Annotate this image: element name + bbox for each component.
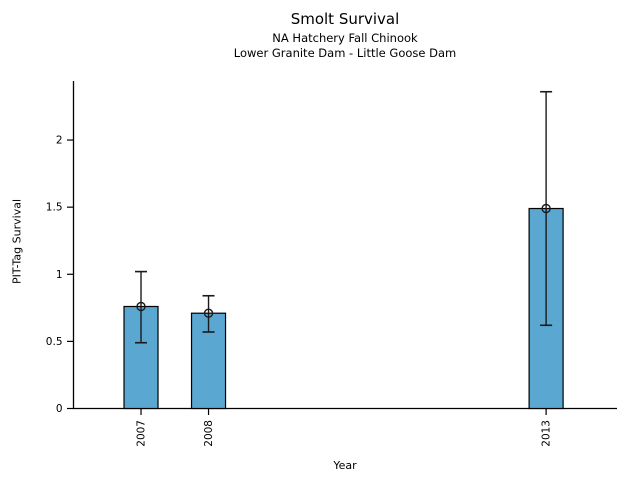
y-tick-label-1: 1 — [56, 269, 63, 281]
chart-subtitle-line-1: NA Hatchery Fall Chinook — [272, 31, 418, 45]
x-tick-label-2008: 2008 — [203, 420, 215, 447]
point-marker-2013 — [541, 203, 551, 214]
chart-subtitle-line-2: Lower Granite Dam - Little Goose Dam — [233, 46, 457, 60]
x-axis-label: Year — [333, 459, 357, 472]
y-tick-label-1.5: 1.5 — [46, 202, 63, 214]
y-tick-label-0: 0 — [56, 403, 63, 415]
y-tick-label-0.5: 0.5 — [46, 336, 63, 348]
x-tick-label-2013: 2013 — [541, 420, 553, 447]
point-marker-2008 — [203, 308, 214, 318]
y-tick-label-2: 2 — [56, 135, 63, 147]
x-tick-label-2007: 2007 — [136, 420, 148, 447]
point-marker-2007 — [136, 301, 146, 312]
chart-title: Smolt Survival — [290, 10, 400, 28]
